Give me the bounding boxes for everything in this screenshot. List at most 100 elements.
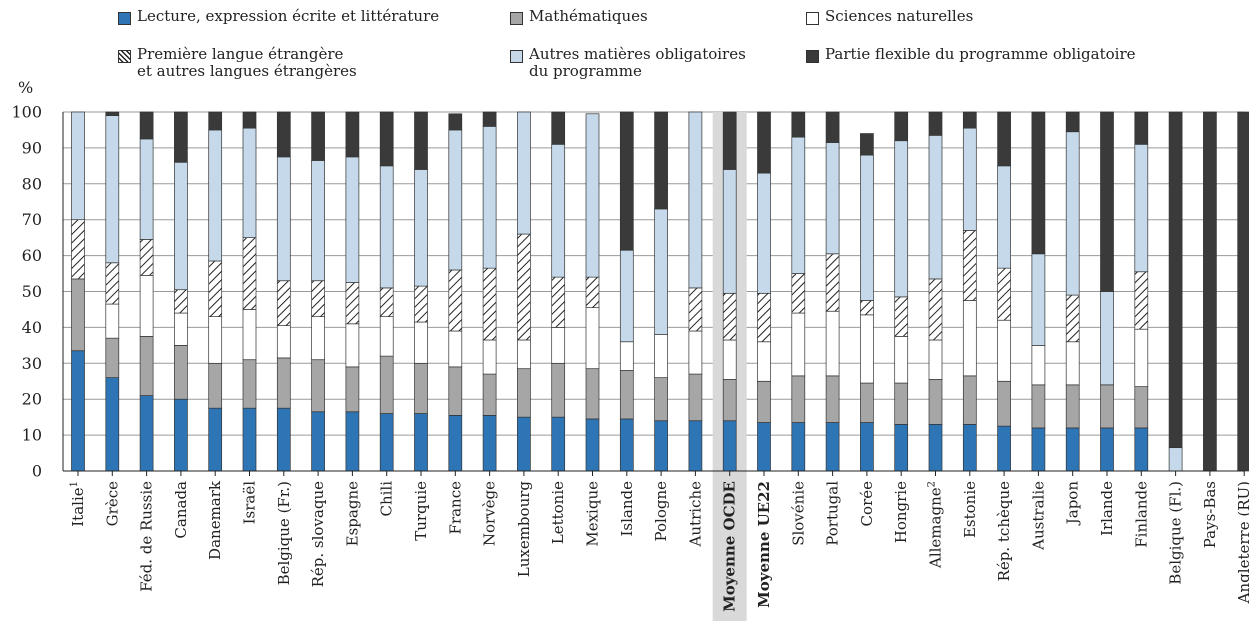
bar-segment	[517, 416, 531, 472]
x-tick-label: Chili	[378, 481, 396, 517]
bar-segment	[517, 339, 531, 370]
bar-segment	[962, 230, 977, 301]
bar-segment	[1065, 131, 1080, 296]
bar-segment	[174, 161, 188, 291]
x-tick-label: Allemagne2	[927, 481, 945, 569]
bar-segment	[139, 274, 154, 337]
bar-segment	[757, 380, 771, 423]
x-tick-label: Australie	[1029, 481, 1047, 551]
bar-segment	[174, 345, 188, 400]
legend-label: Première langue étrangère et autres lang…	[137, 45, 357, 80]
bar-segment	[242, 309, 257, 361]
bar-segment	[757, 422, 771, 472]
y-tick-label: 0	[32, 462, 42, 481]
y-tick-label: 90	[22, 138, 42, 157]
bar-segment	[688, 420, 703, 472]
bar-segment	[722, 420, 737, 472]
bar-segment	[208, 111, 223, 131]
bar-segment	[482, 126, 497, 269]
bar-segment	[619, 418, 634, 472]
bar-segment	[825, 111, 840, 143]
bar-segment	[1065, 427, 1080, 472]
bar-segment	[722, 339, 737, 380]
bar-segment	[482, 415, 497, 472]
legend-label: Autres matières obligatoires du programm…	[529, 45, 746, 80]
bar-segment	[482, 267, 497, 341]
bar-segment	[345, 323, 360, 368]
bar-segment	[928, 111, 943, 136]
bar-segment	[654, 334, 668, 379]
bar-segment	[757, 111, 771, 174]
bar-segment	[894, 296, 909, 337]
bar-segment	[791, 422, 806, 472]
bar-segment	[860, 133, 874, 156]
bar-segment	[551, 143, 566, 278]
bar-segment	[928, 339, 943, 380]
y-tick-label: 20	[22, 390, 42, 409]
bar-segment	[174, 398, 188, 472]
bar-segment	[619, 111, 634, 251]
bar-segment	[517, 233, 531, 341]
legend-item: Partie flexible du programme obligatoire	[806, 46, 1136, 63]
bar-segment	[414, 285, 428, 323]
bar-segment	[551, 416, 566, 472]
bar-segment	[791, 273, 806, 314]
bar-segment	[414, 321, 428, 364]
x-tick-label: Danemark	[206, 480, 224, 560]
bar-segment	[414, 111, 428, 170]
bar-segment	[105, 303, 120, 339]
legend-label: Mathématiques	[529, 7, 648, 25]
bar-segment	[997, 267, 1011, 321]
bar-segment	[379, 111, 394, 167]
y-tick-label: 70	[22, 210, 42, 229]
y-axis-label: %	[18, 78, 33, 97]
bar-segment	[482, 339, 497, 375]
y-tick-label: 60	[22, 246, 42, 265]
x-tick-label: Moyenne UE22	[755, 481, 773, 608]
bar-segment	[311, 160, 325, 282]
bar-segment	[242, 111, 257, 129]
bar-segment	[551, 276, 566, 328]
bar-segment	[1065, 341, 1080, 386]
bar-segment	[825, 422, 840, 472]
bar-segment	[139, 239, 154, 276]
bar-segment	[448, 415, 463, 472]
legend-label: Sciences naturelles	[825, 7, 974, 25]
legend-item: Mathématiques	[510, 8, 648, 25]
bar-segment	[276, 407, 291, 472]
bar-segment	[139, 336, 154, 396]
bar-segment	[311, 359, 325, 413]
x-tick-label: Finlande	[1132, 481, 1150, 548]
bar-segment	[1134, 386, 1149, 429]
bar-segment	[1134, 143, 1149, 273]
bar-segment	[517, 111, 531, 235]
bar-segment	[585, 418, 600, 472]
legend-swatch	[510, 50, 523, 63]
bar-segment	[105, 377, 120, 472]
bar-segment	[860, 300, 874, 316]
y-tick-label: 50	[22, 282, 42, 301]
bar-segment	[791, 111, 806, 138]
bar-segment	[585, 113, 600, 278]
bar-segment	[551, 111, 566, 145]
bar-segment	[1065, 111, 1080, 133]
bar-segment	[928, 134, 943, 280]
bar-segment	[997, 111, 1011, 167]
bar-segment	[997, 425, 1011, 472]
x-tick-label: Mexique	[584, 481, 602, 547]
bar-segment	[345, 282, 360, 325]
bar-segment	[997, 319, 1011, 382]
bar-segment	[1100, 291, 1114, 386]
x-tick-label: Féd. de Russie	[138, 481, 156, 592]
bar-segment	[551, 362, 566, 418]
x-tick-label: Norvège	[481, 481, 499, 546]
bar-segment	[311, 316, 325, 361]
x-tick-label: Italie1	[69, 481, 87, 527]
bar-segment	[379, 316, 394, 357]
bar-segment	[105, 262, 120, 305]
bar-segment	[482, 373, 497, 416]
bars	[71, 111, 1249, 472]
bar-segment	[71, 111, 85, 221]
bar-segment	[894, 336, 909, 384]
bar-segment	[962, 423, 977, 472]
